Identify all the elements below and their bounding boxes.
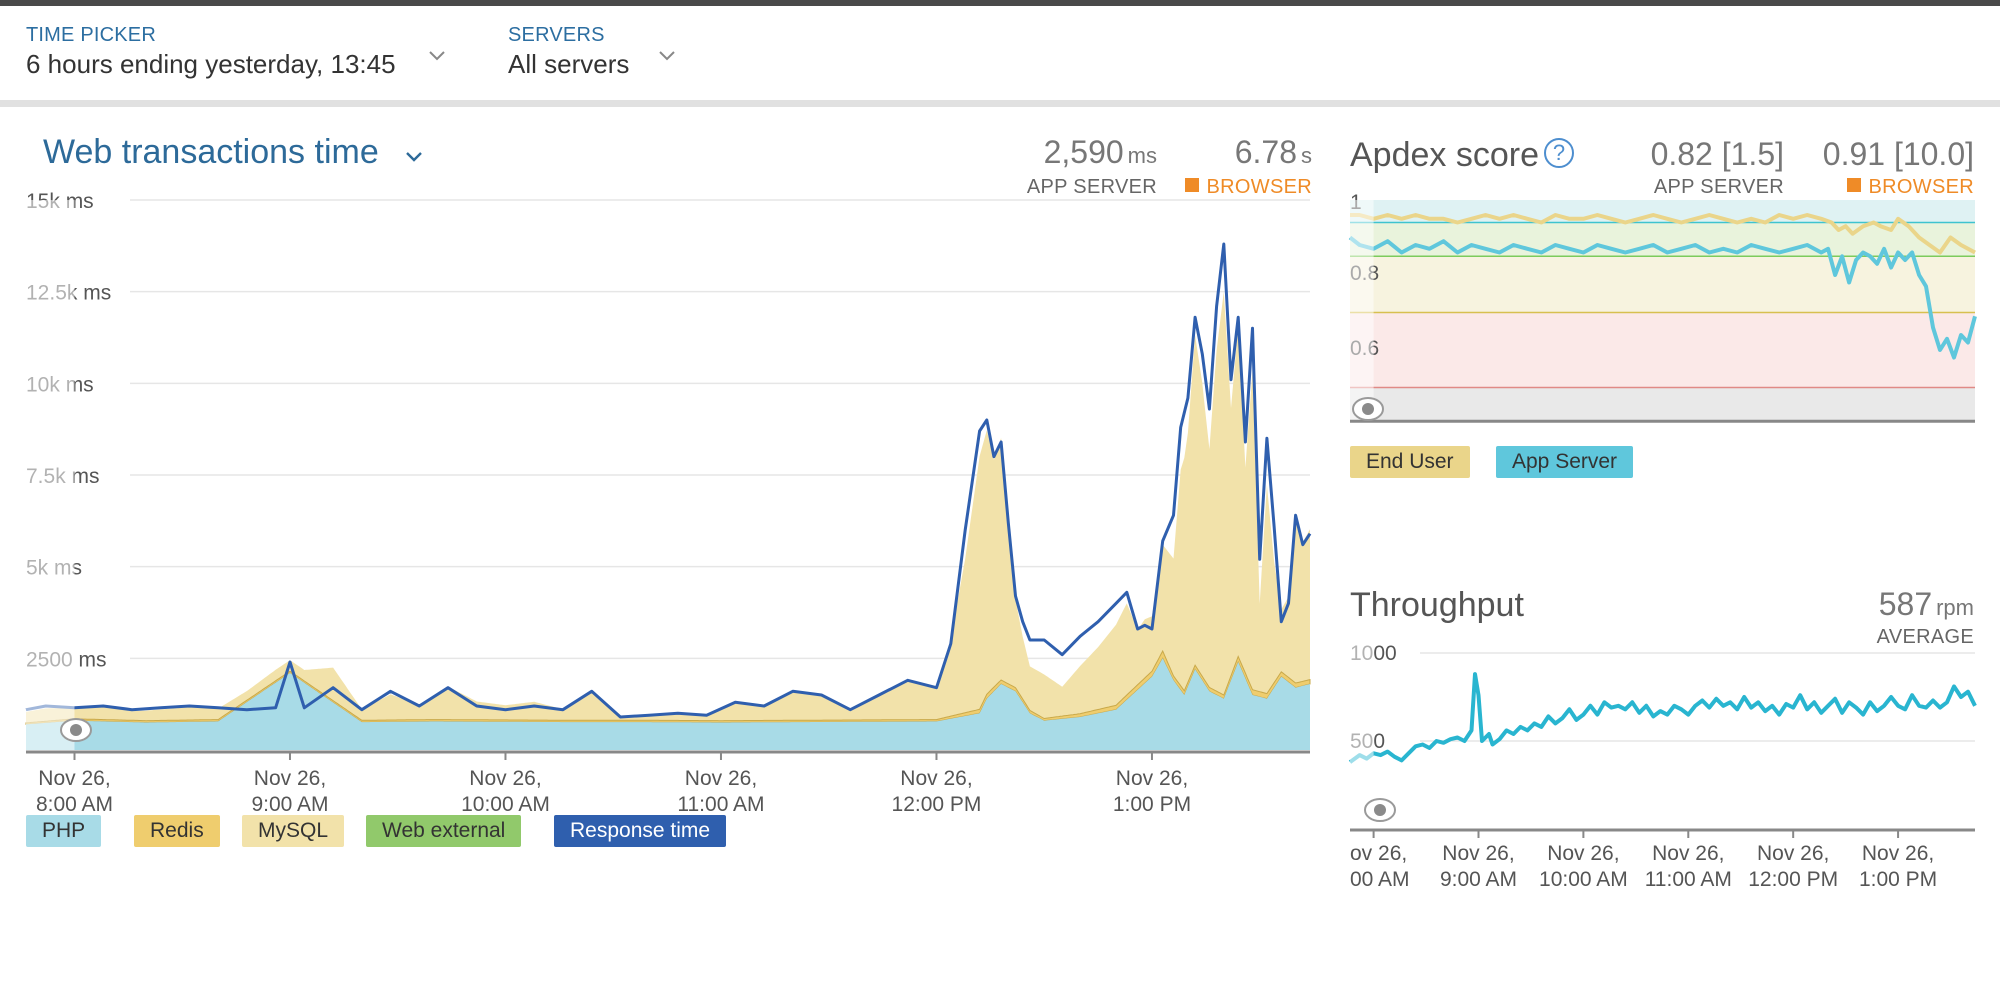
throughput-unit: rpm bbox=[1936, 595, 1974, 620]
apdex-app-server-value: 0.82 [1.5] bbox=[1650, 136, 1784, 172]
web-transactions-chart[interactable]: 2500 ms5k ms7.5k ms10k ms12.5k ms15k msN… bbox=[0, 180, 1320, 820]
x-tick-label: 10:00 AM bbox=[461, 793, 550, 816]
app-server-response-metric: 2,590 ms bbox=[1044, 134, 1157, 171]
x-tick-label: Nov 26, bbox=[1652, 842, 1724, 865]
x-tick-label: 12:00 PM bbox=[892, 793, 982, 816]
x-tick-label: 00 AM bbox=[1350, 868, 1410, 891]
time-picker[interactable]: TIME PICKER 6 hours ending yesterday, 13… bbox=[26, 24, 396, 80]
eye-icon-pupil bbox=[70, 724, 82, 736]
series-end-user-line[interactable] bbox=[1350, 213, 1976, 255]
chevron-down-icon[interactable] bbox=[658, 46, 676, 64]
servers-label: SERVERS bbox=[508, 24, 605, 46]
time-picker-label: TIME PICKER bbox=[26, 24, 156, 46]
app-server-response-value: 2,590 bbox=[1043, 134, 1124, 170]
apdex-browser-caption-text: BROWSER bbox=[1868, 176, 1974, 198]
x-tick-label: 8:00 AM bbox=[36, 793, 113, 816]
legend-web-external[interactable]: Web external bbox=[366, 815, 522, 847]
x-tick-label: 10:00 AM bbox=[1539, 868, 1628, 891]
x-tick-label: Nov 26, bbox=[1757, 842, 1829, 865]
apdex-chart[interactable]: 10.80.6 bbox=[1340, 185, 2000, 435]
x-tick-label: Nov 26, bbox=[38, 767, 110, 790]
legend-redis[interactable]: Redis bbox=[134, 815, 220, 847]
out-of-range-overlay bbox=[1350, 640, 1374, 830]
browser-caption: BROWSER bbox=[1184, 176, 1312, 199]
out-of-range-overlay bbox=[26, 200, 75, 750]
web-transactions-title[interactable]: Web transactions time bbox=[43, 133, 379, 171]
series-response-time-line[interactable] bbox=[25, 242, 1312, 719]
x-tick-label: ov 26, bbox=[1350, 842, 1407, 865]
browser-square-icon bbox=[1846, 178, 1861, 192]
chevron-down-icon[interactable] bbox=[428, 46, 446, 64]
filter-bar-divider bbox=[0, 100, 2000, 107]
x-tick-label: 1:00 PM bbox=[1859, 868, 1937, 891]
apdex-band bbox=[1350, 312, 1975, 388]
eye-icon-pupil bbox=[1374, 804, 1386, 816]
out-of-range-overlay bbox=[1350, 200, 1374, 422]
legend-app-server[interactable]: App Server bbox=[1496, 446, 1634, 478]
time-picker-value: 6 hours ending yesterday, 13:45 bbox=[26, 49, 396, 79]
apdex-frustrated-band bbox=[1350, 387, 1975, 422]
browser-caption-text: BROWSER bbox=[1206, 176, 1312, 198]
x-tick-label: Nov 26, bbox=[1116, 767, 1188, 790]
apdex-title: Apdex score bbox=[1350, 136, 1539, 174]
x-tick-label: 9:00 AM bbox=[251, 793, 328, 816]
x-tick-label: Nov 26, bbox=[900, 767, 972, 790]
legend-end-user[interactable]: End User bbox=[1350, 446, 1470, 478]
browser-response-value: 6.78 bbox=[1234, 134, 1297, 170]
chevron-down-icon[interactable] bbox=[405, 150, 423, 164]
x-tick-label: Nov 26, bbox=[1442, 842, 1514, 865]
x-tick-label: Nov 26, bbox=[1862, 842, 1934, 865]
x-tick-label: Nov 26, bbox=[685, 767, 757, 790]
legend-response-time[interactable]: Response time bbox=[554, 815, 727, 847]
browser-square-icon bbox=[1184, 178, 1199, 192]
x-tick-label: 9:00 AM bbox=[1440, 868, 1517, 891]
x-tick-label: 11:00 AM bbox=[1645, 868, 1732, 891]
apdex-browser-value: 0.91 [10.0] bbox=[1822, 136, 1974, 172]
throughput-metric: 587 rpm bbox=[1879, 586, 1974, 623]
app-server-caption: APP SERVER bbox=[1026, 176, 1157, 198]
series-php-area[interactable] bbox=[26, 658, 1310, 750]
browser-response-metric: 6.78 s bbox=[1235, 134, 1312, 171]
legend-mysql[interactable]: MySQL bbox=[242, 815, 345, 847]
throughput-caption: AVERAGE bbox=[1876, 626, 1974, 648]
app-server-response-unit: ms bbox=[1127, 143, 1157, 168]
x-tick-label: 12:00 PM bbox=[1748, 868, 1838, 891]
filter-bar: TIME PICKER 6 hours ending yesterday, 13… bbox=[0, 6, 2000, 101]
throughput-value: 587 bbox=[1878, 586, 1933, 622]
apdex-app-server-caption: APP SERVER bbox=[1653, 176, 1784, 198]
servers-picker[interactable]: SERVERS All servers bbox=[508, 24, 629, 80]
apdex-browser-caption: BROWSER bbox=[1846, 176, 1974, 199]
apdex-band bbox=[1350, 256, 1975, 313]
x-tick-label: Nov 26, bbox=[254, 767, 326, 790]
help-icon[interactable]: ? bbox=[1544, 138, 1574, 168]
x-tick-label: Nov 26, bbox=[469, 767, 541, 790]
x-tick-label: Nov 26, bbox=[1547, 842, 1619, 865]
top-border bbox=[0, 0, 2000, 6]
eye-icon-pupil bbox=[1362, 403, 1374, 415]
servers-value: All servers bbox=[508, 49, 630, 79]
x-tick-label: 11:00 AM bbox=[677, 793, 764, 816]
x-tick-label: 1:00 PM bbox=[1113, 793, 1191, 816]
series-app-server-line[interactable] bbox=[1348, 235, 1977, 360]
series-throughput-line[interactable] bbox=[1348, 672, 1977, 764]
browser-response-unit: s bbox=[1301, 143, 1312, 168]
throughput-title: Throughput bbox=[1350, 586, 1524, 624]
legend-php[interactable]: PHP bbox=[26, 815, 102, 847]
series-mysql-area[interactable] bbox=[26, 291, 1310, 723]
